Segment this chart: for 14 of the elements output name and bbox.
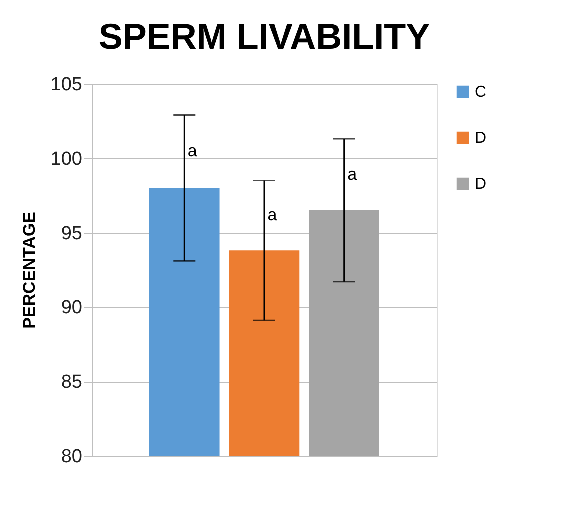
annotation: a bbox=[188, 142, 198, 161]
y-tick-label: 85 bbox=[61, 372, 82, 394]
legend-label: D bbox=[475, 176, 487, 193]
legend-label: C bbox=[475, 84, 487, 101]
y-tick-label: 90 bbox=[61, 298, 82, 319]
y-tick-label: 105 bbox=[50, 74, 82, 96]
y-tick-label: 80 bbox=[61, 446, 82, 468]
annotation: a bbox=[348, 164, 358, 184]
legend-label: D bbox=[475, 130, 487, 147]
y-axis-title: PERCENTAGE bbox=[20, 212, 39, 329]
y-tick-label: 100 bbox=[50, 148, 82, 170]
y-tick-label: 95 bbox=[61, 223, 82, 244]
chart-title: SPERM LIVABILITY bbox=[98, 16, 430, 57]
annotation: a bbox=[268, 206, 278, 225]
